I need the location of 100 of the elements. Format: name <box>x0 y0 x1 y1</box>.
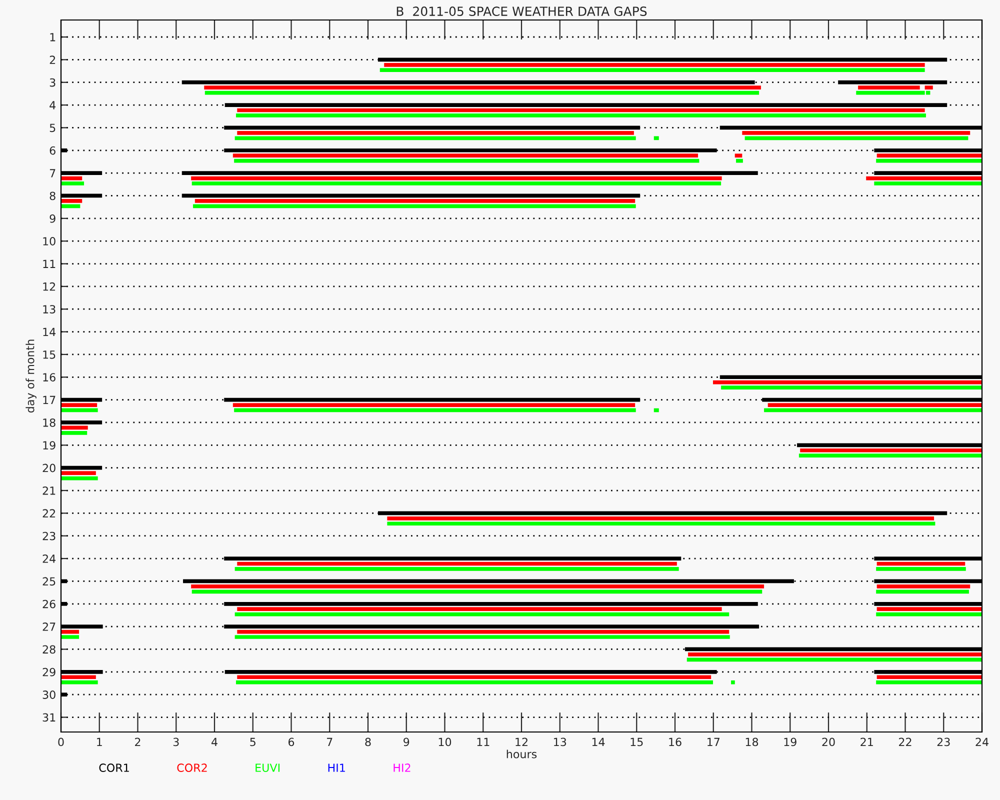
x-tick-label: 17 <box>708 738 720 746</box>
x-tick-label: 11 <box>477 738 490 746</box>
bar <box>61 680 98 684</box>
bar <box>731 680 735 684</box>
y-tick-label: 15 <box>43 350 56 359</box>
x-tick-label: 13 <box>554 738 566 746</box>
bar <box>876 607 982 612</box>
bar <box>192 182 722 186</box>
x-tick-label: 5 <box>250 738 256 746</box>
bar <box>191 584 764 588</box>
chart-title: B 2011-05 SPACE WEATHER DATA GAPS <box>396 6 647 16</box>
text: COR1 <box>99 764 129 772</box>
bar <box>800 448 982 452</box>
x-tick-label: 12 <box>516 738 528 746</box>
y-tick-label: 14 <box>43 328 56 336</box>
bar <box>234 408 636 412</box>
bar <box>380 68 925 72</box>
bar <box>734 154 742 158</box>
y-tick-label: 3 <box>50 78 56 87</box>
bar <box>876 590 969 594</box>
x-tick-label: 4 <box>212 738 218 746</box>
legend-label: HI2 <box>394 764 410 772</box>
x-tick-label: 8 <box>365 738 371 746</box>
x-tick-label: 2 <box>135 738 140 746</box>
bar <box>924 86 933 90</box>
x-tick-label: 15 <box>630 738 643 746</box>
x-axis-title: hours <box>506 750 537 758</box>
x-tick-label: 6 <box>288 738 294 746</box>
bar <box>688 652 982 656</box>
y-tick-label: 19 <box>43 441 56 450</box>
bar <box>768 403 982 407</box>
bar <box>192 590 762 594</box>
bar <box>237 630 730 634</box>
bar <box>236 114 926 118</box>
x-tick-label: 9 <box>404 738 410 746</box>
bar <box>232 154 698 158</box>
bar <box>237 130 634 135</box>
text: EUVI <box>256 764 280 772</box>
x-tick-label: 3 <box>173 738 179 746</box>
x-tick-label: 24 <box>976 738 988 746</box>
y-tick-label: 27 <box>42 622 56 631</box>
bar <box>876 158 982 163</box>
bar <box>237 607 722 612</box>
y-tick-label: 18 <box>43 418 56 427</box>
bar <box>876 612 982 616</box>
y-tick-label: 11 <box>43 260 56 268</box>
y-axis-title: day of month <box>26 340 36 413</box>
bar <box>237 108 925 112</box>
bar <box>61 476 98 480</box>
y-tick-label: 29 <box>42 668 56 676</box>
y-tick-label: 30 <box>42 690 56 699</box>
bar <box>838 80 948 84</box>
bar <box>61 199 82 203</box>
legend-label: HI1 <box>328 764 345 772</box>
y-tick-label: 12 <box>43 282 56 291</box>
y-tick-label: 7 <box>50 169 56 178</box>
bar <box>742 130 970 135</box>
bar <box>236 680 713 684</box>
x-tick-label: 23 <box>937 738 950 746</box>
bar <box>182 171 758 175</box>
bar <box>194 199 636 203</box>
y-tick-label: 8 <box>50 192 56 200</box>
bar <box>193 204 636 208</box>
bar <box>744 136 968 140</box>
y-tick-label: 22 <box>42 509 56 518</box>
bar <box>866 176 982 180</box>
bar <box>61 635 80 639</box>
x-tick-label: 1 <box>97 738 102 746</box>
y-tick-label: 31 <box>42 713 56 722</box>
y-tick-label: 21 <box>42 486 56 495</box>
bar <box>654 408 659 412</box>
bar <box>712 380 982 384</box>
bar <box>61 426 88 430</box>
x-tick-label: 7 <box>327 738 332 746</box>
bar <box>61 408 98 412</box>
bar <box>234 158 700 163</box>
y-tick-label: 23 <box>42 532 56 540</box>
bar <box>191 176 722 180</box>
bar <box>61 471 96 475</box>
y-tick-label: 28 <box>42 645 56 654</box>
bar <box>721 386 982 390</box>
bar <box>384 62 925 67</box>
bar <box>876 562 966 566</box>
y-tick-label: 24 <box>42 554 56 563</box>
bar <box>234 635 730 639</box>
bar <box>232 403 636 407</box>
bar <box>387 522 936 526</box>
bar <box>764 408 982 412</box>
y-tick-label: 1 <box>50 33 56 42</box>
y-tick-label: 16 <box>43 373 56 382</box>
bar <box>874 182 982 186</box>
bar <box>237 562 677 566</box>
bar <box>61 403 98 407</box>
bar <box>234 567 679 571</box>
y-tick-label: 6 <box>50 146 56 155</box>
bar <box>234 136 636 140</box>
y-tick-label: 4 <box>50 101 56 110</box>
bar <box>876 675 982 680</box>
y-tick-label: 10 <box>43 237 56 246</box>
x-tick-label: 0 <box>58 738 64 746</box>
